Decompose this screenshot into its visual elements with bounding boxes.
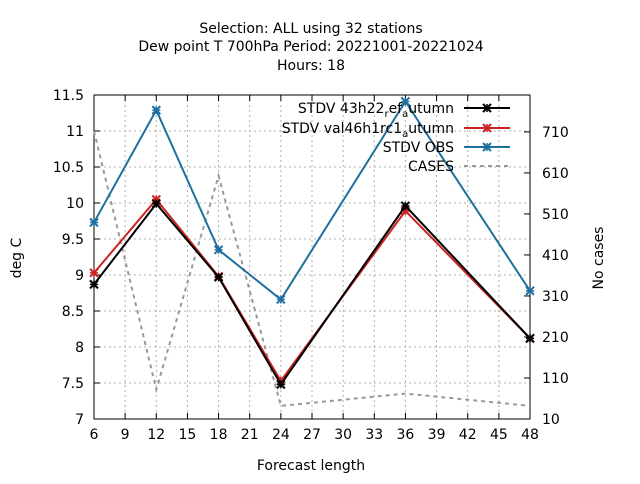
y2-tick-label: 610 xyxy=(542,166,569,182)
grid xyxy=(94,95,530,419)
legend-label-part: STDV 43h22 xyxy=(298,101,385,117)
x-tick-label: 27 xyxy=(303,427,321,443)
series-line-2 xyxy=(93,99,531,301)
series-point-2 xyxy=(400,96,411,107)
series-point-0 xyxy=(151,199,161,209)
x-tick-label: 30 xyxy=(334,427,352,443)
series-layer xyxy=(89,96,535,407)
x-tick-label: 45 xyxy=(490,427,508,443)
series-point-2 xyxy=(213,245,224,255)
y2-axis-label: No cases xyxy=(591,227,607,290)
legend-label-0: STDV 43h22refautumn xyxy=(298,101,454,120)
axes: 6 9 12 15 18 21 24 27 30 33 36 39 42 45 48 7 7.5 8 8.5 9 9.5… xyxy=(53,88,569,443)
series-point-1 xyxy=(89,268,99,278)
legend-marker-2 xyxy=(482,142,492,152)
y-tick-label: 10.5 xyxy=(53,160,84,176)
series-point-0 xyxy=(89,279,99,290)
x-tick-label: 18 xyxy=(210,427,228,443)
x-tick-label: 21 xyxy=(241,427,259,443)
y-tick-label: 9 xyxy=(75,268,84,284)
legend-marker-0 xyxy=(482,103,492,113)
y-tick-label: 7.5 xyxy=(62,376,84,392)
legend-label-part: utumn xyxy=(408,121,454,137)
x-tick-label: 15 xyxy=(179,427,197,443)
legend-label-part: a xyxy=(402,109,408,120)
legend-label-part: STDV val46h1rc1 xyxy=(282,121,402,137)
y2-tick-label: 410 xyxy=(542,248,569,264)
y2-tick-label: 310 xyxy=(542,289,569,305)
x-tick-label: 42 xyxy=(459,427,477,443)
title-line-3: Hours: 18 xyxy=(277,58,345,74)
y-axis-label: deg C xyxy=(9,237,25,278)
series-line-0 xyxy=(93,202,531,387)
y-tick-label: 11.5 xyxy=(53,88,84,104)
x-tick-label: 36 xyxy=(397,427,415,443)
x-tick-label: 48 xyxy=(521,427,539,443)
y2-tick-label: 210 xyxy=(542,330,569,346)
legend-label-2: STDV OBS xyxy=(383,140,454,156)
x-tick-label: 24 xyxy=(272,427,290,443)
y-tick-label: 7 xyxy=(75,412,84,428)
title-line-1: Selection: ALL using 32 stations xyxy=(199,21,422,37)
y2-tick-label: 710 xyxy=(542,125,569,141)
x-tick-label: 6 xyxy=(90,427,99,443)
y2-tick-label: 110 xyxy=(542,371,569,387)
x-tick-label: 9 xyxy=(121,427,130,443)
y-tick-label: 8.5 xyxy=(62,304,84,320)
y2-tick-label: 10 xyxy=(542,412,560,428)
y2-tick-label: 510 xyxy=(542,207,569,223)
y-tick-label: 10 xyxy=(66,196,84,212)
y-tick-label: 9.5 xyxy=(62,232,84,248)
cases-line xyxy=(93,130,531,407)
plot-frame xyxy=(93,94,531,420)
legend-label-cases: CASES xyxy=(408,159,454,175)
legend-label-part: utumn xyxy=(408,101,454,117)
series-point-0 xyxy=(400,201,411,211)
legend-label-part: r xyxy=(384,109,389,120)
x-tick-label: 33 xyxy=(365,427,383,443)
legend-label-part: a xyxy=(402,129,408,140)
series-point-2 xyxy=(525,286,535,296)
x-axis-label: Forecast length xyxy=(257,458,365,474)
series-point-2 xyxy=(276,294,286,305)
legend-marker-1 xyxy=(482,123,492,133)
x-tick-label: 39 xyxy=(428,427,446,443)
legend-label-1: STDV val46h1rc1autumn xyxy=(282,121,454,140)
y-tick-label: 11 xyxy=(66,124,84,140)
title-line-2: Dew point T 700hPa Period: 20221001-2022… xyxy=(138,39,483,55)
series-point-0 xyxy=(213,272,224,282)
series-point-2 xyxy=(89,217,99,228)
chart-title: Selection: ALL using 32 stations Dew poi… xyxy=(138,21,483,74)
series-point-2 xyxy=(151,105,161,115)
y-tick-label: 8 xyxy=(75,340,84,356)
series-point-0 xyxy=(276,379,286,390)
series-point-0 xyxy=(525,333,535,344)
legend-label-part: ef xyxy=(389,101,404,117)
x-tick-label: 12 xyxy=(147,427,165,443)
series-line-1 xyxy=(93,197,531,383)
